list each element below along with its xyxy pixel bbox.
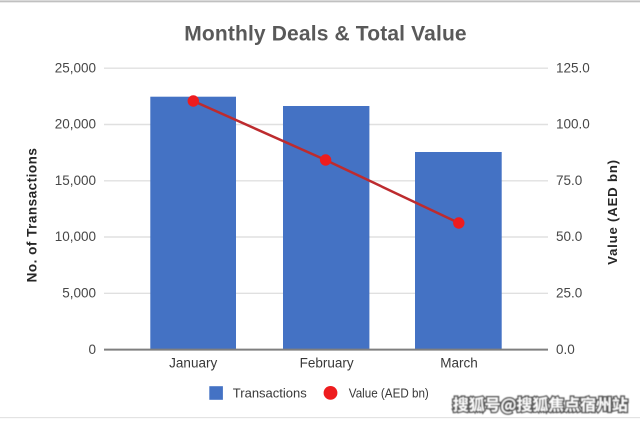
svg-text:100.0: 100.0 (556, 117, 590, 132)
svg-text:0.0: 0.0 (556, 342, 575, 357)
svg-text:20,000: 20,000 (55, 117, 96, 132)
svg-text:25,000: 25,000 (55, 60, 96, 75)
svg-text:Monthly Deals & Total Value: Monthly Deals & Total Value (184, 22, 467, 45)
svg-text:15,000: 15,000 (55, 173, 96, 188)
svg-text:75.0: 75.0 (556, 173, 582, 188)
svg-text:25.0: 25.0 (556, 286, 582, 301)
svg-text:Transactions: Transactions (233, 385, 307, 400)
svg-text:10,000: 10,000 (55, 229, 96, 244)
svg-text:February: February (300, 356, 354, 371)
svg-text:March: March (440, 356, 478, 371)
svg-text:No. of Transactions: No. of Transactions (24, 148, 39, 283)
svg-text:0: 0 (88, 342, 96, 357)
svg-text:5,000: 5,000 (62, 286, 96, 301)
svg-text:January: January (169, 356, 217, 371)
svg-text:Value (AED bn): Value (AED bn) (605, 159, 620, 265)
svg-text:125.0: 125.0 (556, 60, 590, 75)
svg-text:Value (AED bn): Value (AED bn) (349, 385, 429, 400)
svg-text:50.0: 50.0 (556, 229, 582, 244)
